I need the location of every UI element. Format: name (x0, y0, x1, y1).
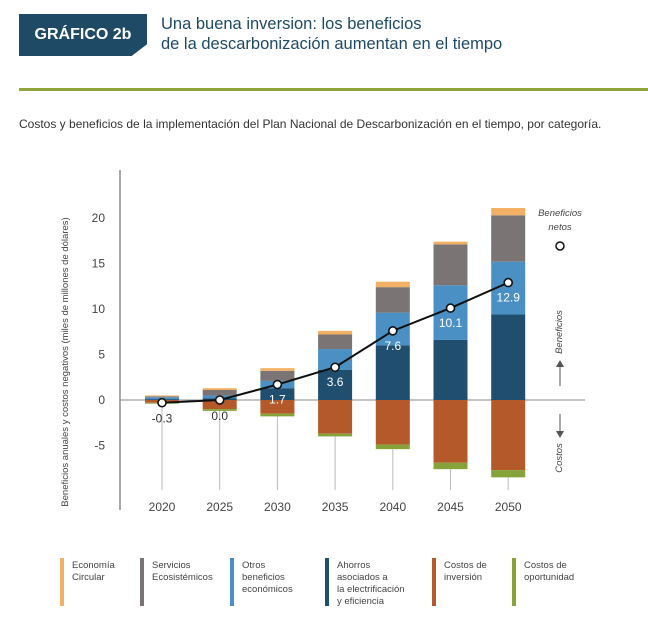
legend-label: Otros beneficios económicos (242, 560, 293, 595)
bar-segment-costos_oportunidad (202, 409, 237, 411)
y-tick-label: 10 (92, 302, 106, 316)
legend-swatch (512, 558, 516, 606)
chart-title: Una buena inversion: los beneficios de l… (161, 14, 631, 54)
net-benefits-label: 1.7 (269, 393, 286, 407)
bar-segment-ahorros (318, 369, 353, 400)
bar-segment-servicios_ecosistemicos (433, 244, 468, 286)
legend-label: Economía Circular (72, 560, 115, 583)
legend-item-economia_circular: Economía Circular (60, 558, 115, 610)
net-benefits-point (157, 397, 167, 408)
legend-label: Costos de oportunidad (524, 560, 575, 583)
legend-item-ahorros: Ahorros asociados a la electrificación y… (325, 558, 405, 610)
legend-item-costos_inversion: Costos de inversión (432, 558, 487, 610)
bar-segment-costos_inversion (433, 400, 468, 463)
bar-segment-economia_circular (433, 241, 468, 245)
bar-segment-servicios_ecosistemicos (375, 287, 410, 313)
bar-segment-costos_inversion (318, 400, 353, 434)
header-divider (19, 88, 648, 91)
bar-segment-servicios_ecosistemicos (260, 370, 295, 381)
legend-swatch (432, 558, 436, 606)
bar-segment-ahorros (491, 314, 526, 400)
x-tick-label: 2035 (322, 500, 349, 514)
bar-segment-servicios_ecosistemicos (145, 396, 179, 398)
bar-segment-ahorros (260, 388, 295, 400)
bar-segment-servicios_ecosistemicos (318, 334, 353, 350)
bar-segment-economia_circular (260, 368, 295, 371)
net-benefits-label: -0.3 (152, 412, 173, 426)
x-tick-label: 2030 (264, 500, 291, 514)
legend-item-costos_oportunidad: Costos de oportunidad (512, 558, 574, 610)
bar-segment-economia_circular (375, 281, 410, 288)
y-axis-label: Beneficios anuales y costos negativos (m… (60, 217, 71, 506)
benefits-side-label: Beneficios (554, 310, 565, 354)
net-benefits-side-label: Beneficios (538, 208, 582, 219)
stacked-bar-chart: 20 15 10 5 0 -5 Beneficios anuales y costos ne… (60, 170, 585, 514)
chart-title-line-2: de la descarbonización aumentan en el ti… (161, 35, 503, 53)
legend-label: Ahorros asociados a la electrificación y… (337, 560, 405, 607)
figure-badge-label: GRÁFICO 2b (34, 26, 132, 43)
bar-segment-costos_inversion (375, 400, 410, 445)
chart-title-line-1: Una buena inversion: los beneficios (161, 15, 422, 33)
figure-badge: GRÁFICO 2b (19, 14, 147, 56)
bar-segment-economia_circular (202, 388, 237, 390)
x-tick-label: 2025 (206, 500, 233, 514)
legend-item-otros_beneficios: Otros beneficios económicos (230, 558, 293, 610)
net-benefits-label: 0.0 (211, 409, 228, 423)
net-benefits-point (387, 326, 398, 336)
net-benefits-label: 3.6 (327, 375, 344, 389)
costs-arrow-head (556, 431, 564, 438)
bar-segment-servicios_ecosistemicos (202, 389, 237, 396)
legend-item-servicios_ecosistemicos: Servicios Ecosistémicos (140, 558, 213, 610)
legend-swatch (325, 558, 329, 606)
bar-segment-ahorros (375, 345, 410, 400)
bar-segment-economia_circular (145, 395, 179, 397)
bar-segment-economia_circular (491, 207, 526, 216)
bar-segment-costos_inversion (491, 400, 526, 471)
y-tick-label: 0 (98, 393, 105, 407)
net-benefits-point (214, 395, 225, 405)
y-tick-label: -5 (94, 439, 105, 453)
y-tick-label: 20 (92, 211, 106, 225)
legend-label: Costos de inversión (444, 560, 487, 583)
x-tick-label: 2045 (437, 500, 464, 514)
bar-segment-economia_circular (318, 330, 353, 335)
legend-swatch (140, 558, 144, 606)
benefits-arrow-head (556, 360, 564, 367)
legend-label: Servicios Ecosistémicos (152, 560, 213, 583)
bar-segment-costos_oportunidad (260, 413, 295, 417)
y-tick-label: 15 (92, 257, 106, 271)
bar-segment-otros_beneficios (318, 349, 353, 370)
y-tick-label: 5 (98, 348, 105, 362)
chart-legend: Economía Circular Servicios Ecosistémicos… (60, 558, 648, 618)
net-benefits-label: 12.9 (497, 291, 521, 305)
net-benefits-label: 10.1 (439, 316, 463, 330)
bar-segment-costos_oportunidad (318, 433, 353, 437)
bar-segment-costos_oportunidad (491, 470, 526, 478)
bar-segment-ahorros (433, 339, 468, 400)
bar-segment-servicios_ecosistemicos (491, 215, 526, 262)
net-benefits-point (503, 277, 514, 288)
legend-swatch (60, 558, 64, 606)
x-tick-label: 2020 (149, 500, 176, 514)
net-benefits-point (330, 362, 340, 373)
bar-segment-costos_inversion (260, 400, 295, 414)
net-benefits-side-label: netos (548, 222, 571, 233)
x-tick-label: 2040 (379, 500, 406, 514)
chart-subtitle: Costos y beneficios de la implementación… (19, 117, 602, 131)
bar-segment-costos_oportunidad (433, 462, 468, 470)
costs-side-label: Costos (554, 443, 565, 473)
legend-swatch (230, 558, 234, 606)
net-benefits-side-marker (555, 241, 565, 251)
x-tick-label: 2050 (495, 500, 522, 514)
net-benefits-label: 7.6 (384, 339, 401, 353)
bar-segment-costos_oportunidad (375, 444, 410, 450)
net-benefits-point (445, 303, 456, 313)
net-benefits-point (272, 379, 283, 390)
